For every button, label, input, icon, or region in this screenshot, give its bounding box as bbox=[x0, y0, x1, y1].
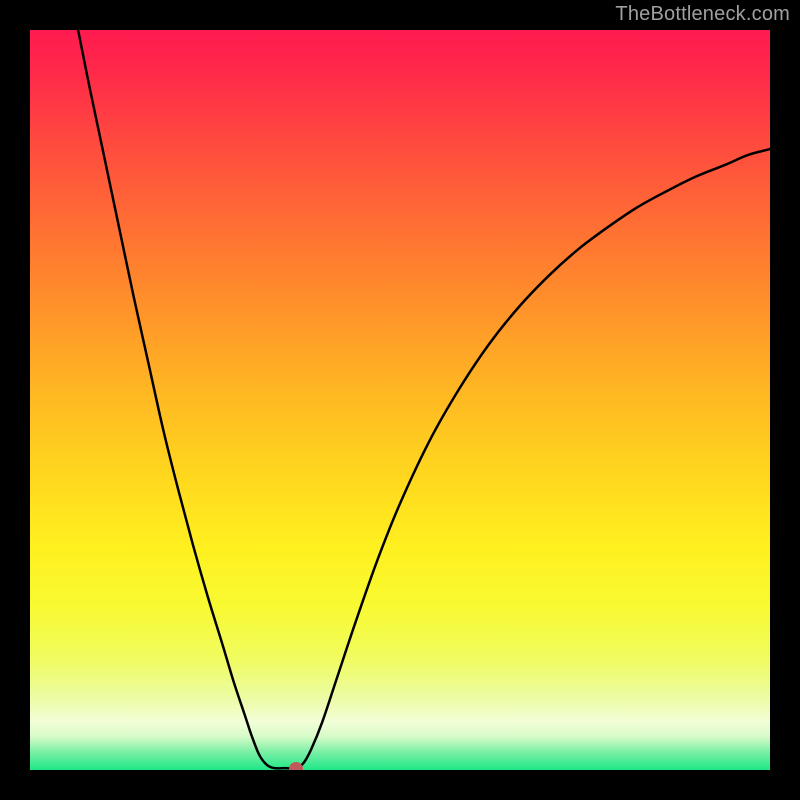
watermark-text: TheBottleneck.com bbox=[615, 3, 790, 26]
chart-plot-area bbox=[30, 30, 770, 770]
minimum-marker bbox=[289, 762, 303, 770]
bottleneck-curve bbox=[30, 30, 770, 770]
